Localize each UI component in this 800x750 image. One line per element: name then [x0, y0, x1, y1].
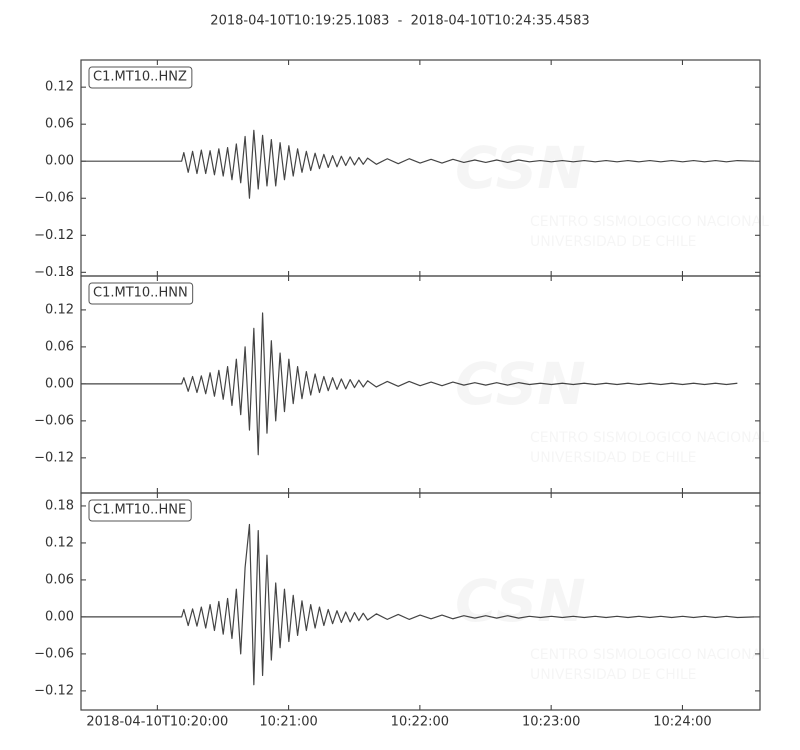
y-tick-label: −0.12 [34, 450, 74, 465]
y-tick-label: 0.06 [45, 117, 74, 132]
watermark-text: CENTRO SISMOLOGICO NACIONAL [530, 647, 769, 663]
y-tick-label: 0.12 [45, 535, 74, 550]
y-tick-label: −0.06 [34, 413, 74, 428]
legend-box [88, 66, 193, 89]
legend-label: C1.MT10..HNN [93, 286, 188, 301]
watermark-text: UNIVERSIDAD DE CHILE [530, 234, 697, 250]
y-tick-label: 0.00 [45, 154, 74, 169]
legend-label: C1.MT10..HNZ [93, 70, 187, 85]
y-tick-label: −0.12 [34, 228, 74, 243]
watermark-logo: CSN [455, 134, 586, 202]
y-tick-label: −0.12 [34, 683, 74, 698]
panel-frame [80, 492, 761, 711]
y-tick-label: 0.06 [45, 572, 74, 587]
x-tick-label: 2018-04-10T10:20:00 [86, 715, 228, 730]
y-tick-label: 0.00 [45, 376, 74, 391]
watermark-text: CENTRO SISMOLOGICO NACIONAL [530, 430, 769, 446]
watermark-text: UNIVERSIDAD DE CHILE [530, 667, 697, 683]
watermark-text: UNIVERSIDAD DE CHILE [530, 450, 697, 466]
watermark-logo: CSN [455, 567, 586, 635]
y-tick-label: 0.06 [45, 339, 74, 354]
waveform [81, 523, 755, 686]
y-tick-label: −0.06 [34, 646, 74, 661]
y-tick-label: 0.00 [45, 609, 74, 624]
legend-box [88, 499, 192, 522]
x-tick-label: 10:21:00 [259, 715, 317, 730]
x-tick-label: 10:23:00 [522, 715, 580, 730]
y-tick-label: 0.12 [45, 80, 74, 95]
legend-label: C1.MT10..HNE [93, 503, 186, 518]
x-tick-label: 10:22:00 [391, 715, 449, 730]
x-tick-label: 10:24:00 [653, 715, 711, 730]
y-tick-label: −0.18 [34, 265, 74, 280]
waveform [81, 129, 755, 199]
y-tick-label: 0.12 [45, 302, 74, 317]
watermark-text: CENTRO SISMOLOGICO NACIONAL [530, 214, 769, 230]
chart-title: 2018-04-10T10:19:25.1083 - 2018-04-10T10… [210, 14, 589, 29]
waveform [81, 312, 738, 456]
y-tick-label: −0.06 [34, 191, 74, 206]
legend-box [88, 282, 194, 305]
y-tick-label: 0.18 [45, 498, 74, 513]
